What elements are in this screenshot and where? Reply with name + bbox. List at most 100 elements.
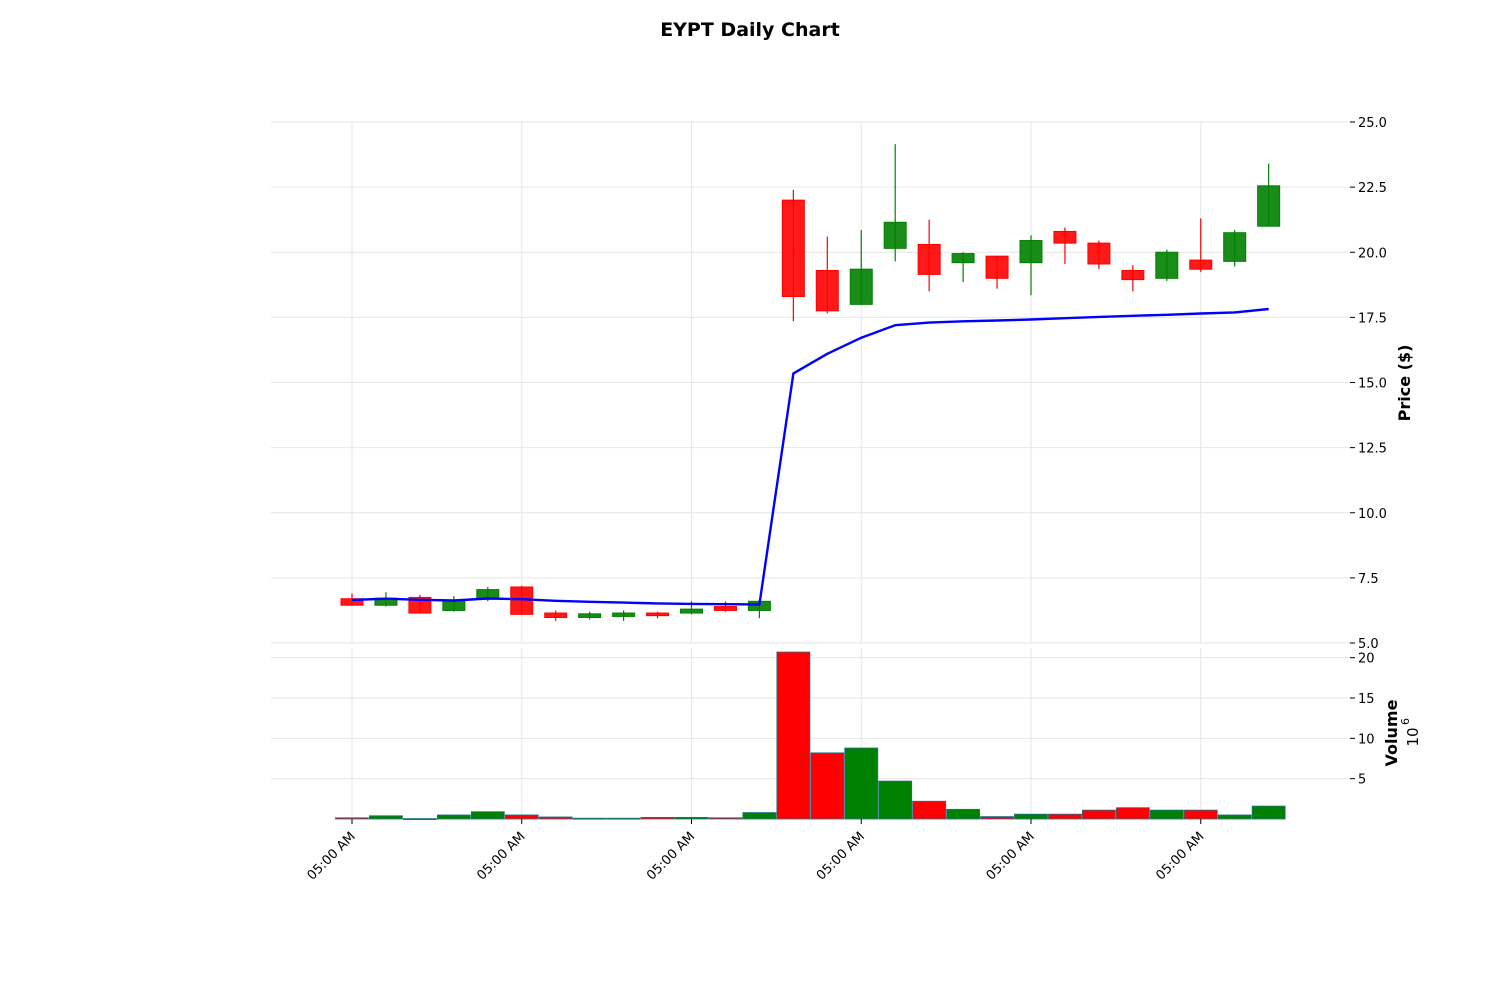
time-axis-ticks: 05:00 AM 05:00 AM 05:00 AM 05:00 AM 05:00 AM… bbox=[305, 819, 1208, 883]
chart-title: EYPT Daily Chart bbox=[660, 19, 840, 41]
time-tick-label: 05:00 AM bbox=[305, 829, 359, 883]
candle-body bbox=[849, 268, 873, 305]
volume-bar bbox=[1082, 809, 1116, 820]
volume-bar bbox=[674, 816, 709, 820]
price-tick-label: 22.5 bbox=[1358, 181, 1387, 196]
candle-body bbox=[917, 243, 941, 275]
volume-bar bbox=[980, 816, 1014, 820]
volume-bars bbox=[335, 651, 1286, 820]
candles bbox=[340, 144, 1281, 621]
price-tick-label: 7.5 bbox=[1358, 572, 1379, 587]
volume-bar bbox=[369, 815, 403, 820]
volume-bar bbox=[640, 816, 675, 820]
volume-multiplier-exponent: 6 bbox=[1399, 718, 1412, 725]
candle-body bbox=[1053, 230, 1077, 244]
price-tick-label: 10.0 bbox=[1358, 507, 1387, 522]
volume-multiplier-base: 10 bbox=[1404, 727, 1422, 746]
volume-bar bbox=[606, 817, 641, 820]
candle-body bbox=[1155, 251, 1179, 279]
candle-down bbox=[815, 236, 839, 314]
time-tick-label: 05:00 AM bbox=[1153, 829, 1207, 883]
candle-body bbox=[408, 596, 432, 614]
time-tick-label: 05:00 AM bbox=[474, 829, 528, 883]
time-tick-label: 05:00 AM bbox=[644, 829, 698, 883]
price-tick-label: 12.5 bbox=[1358, 442, 1387, 457]
price-grid bbox=[271, 121, 1350, 644]
candle-down bbox=[544, 610, 568, 621]
candle-up bbox=[1155, 249, 1179, 281]
candle-body bbox=[815, 269, 839, 312]
volume-bar bbox=[1014, 813, 1048, 820]
volume-bar bbox=[1149, 809, 1184, 820]
candle-up bbox=[951, 252, 975, 283]
price-tick-label: 20.0 bbox=[1358, 246, 1387, 261]
volume-bar bbox=[335, 817, 369, 820]
candle-down bbox=[781, 189, 805, 322]
candle-body bbox=[646, 612, 670, 617]
candle-down bbox=[408, 594, 432, 614]
candle-body bbox=[612, 612, 636, 617]
candle-up bbox=[1019, 235, 1043, 296]
candle-body bbox=[1019, 240, 1043, 264]
candle-body bbox=[1189, 259, 1213, 270]
candle-body bbox=[713, 606, 737, 611]
candle-body bbox=[680, 608, 703, 614]
price-axis-ticks: 5.0 7.5 10.0 12.5 15.0 17.5 20.0 22.5 25.0 bbox=[1350, 116, 1387, 652]
volume-bar bbox=[878, 780, 913, 820]
volume-bar bbox=[810, 752, 845, 820]
volume-bar bbox=[912, 800, 947, 820]
candle-down bbox=[917, 219, 941, 292]
volume-tick-label: 15 bbox=[1358, 692, 1375, 707]
price-tick-label: 5.0 bbox=[1358, 637, 1379, 652]
candle-body bbox=[951, 253, 975, 264]
volume-axis-title: Volume bbox=[1382, 699, 1401, 766]
time-tick-label: 05:00 AM bbox=[814, 829, 868, 883]
candle-up bbox=[578, 611, 602, 620]
volume-axis-ticks: 5 10 15 20 bbox=[1350, 652, 1375, 788]
candle-up bbox=[442, 596, 466, 612]
candle-up bbox=[612, 610, 636, 621]
volume-bar bbox=[1251, 805, 1286, 820]
volume-bar bbox=[776, 651, 811, 820]
time-tick-label: 05:00 AM bbox=[984, 829, 1038, 883]
candle-down bbox=[1121, 265, 1145, 292]
volume-tick-label: 10 bbox=[1358, 732, 1375, 747]
volume-bar bbox=[1048, 813, 1082, 820]
candle-up bbox=[849, 230, 873, 305]
price-tick-label: 25.0 bbox=[1358, 116, 1387, 131]
candle-up bbox=[1223, 230, 1247, 267]
price-tick-label: 15.0 bbox=[1358, 377, 1387, 392]
volume-bar bbox=[402, 818, 437, 820]
volume-bar bbox=[742, 812, 777, 820]
price-tick-label: 17.5 bbox=[1358, 311, 1387, 326]
volume-bar bbox=[436, 814, 471, 820]
volume-tick-label: 5 bbox=[1358, 773, 1366, 788]
candle-body bbox=[1223, 232, 1247, 262]
candle-body bbox=[883, 221, 907, 249]
moving-average-layer bbox=[351, 307, 1269, 606]
candle-body bbox=[578, 613, 602, 618]
candle-down bbox=[1189, 218, 1213, 272]
candle-body bbox=[1087, 242, 1111, 265]
candle-down bbox=[1053, 227, 1077, 264]
candle-body bbox=[1121, 269, 1145, 281]
candle-up bbox=[883, 144, 907, 262]
candle-body bbox=[544, 612, 568, 618]
volume-bar bbox=[504, 814, 539, 820]
candle-body bbox=[985, 255, 1009, 279]
volume-bar bbox=[946, 808, 980, 820]
volume-bar bbox=[1115, 807, 1150, 820]
volume-bar bbox=[572, 817, 607, 820]
candle-down bbox=[1087, 240, 1111, 270]
volume-tick-label: 20 bbox=[1358, 652, 1375, 667]
volume-bar bbox=[708, 817, 743, 820]
volume-bar bbox=[538, 816, 573, 820]
candle-body bbox=[340, 598, 364, 606]
moving-average-line bbox=[351, 307, 1269, 606]
candle-down bbox=[646, 611, 670, 619]
candle-body bbox=[781, 199, 805, 298]
candle-down bbox=[713, 601, 737, 612]
volume-bar bbox=[1217, 814, 1252, 820]
volume-bar bbox=[1183, 809, 1218, 820]
